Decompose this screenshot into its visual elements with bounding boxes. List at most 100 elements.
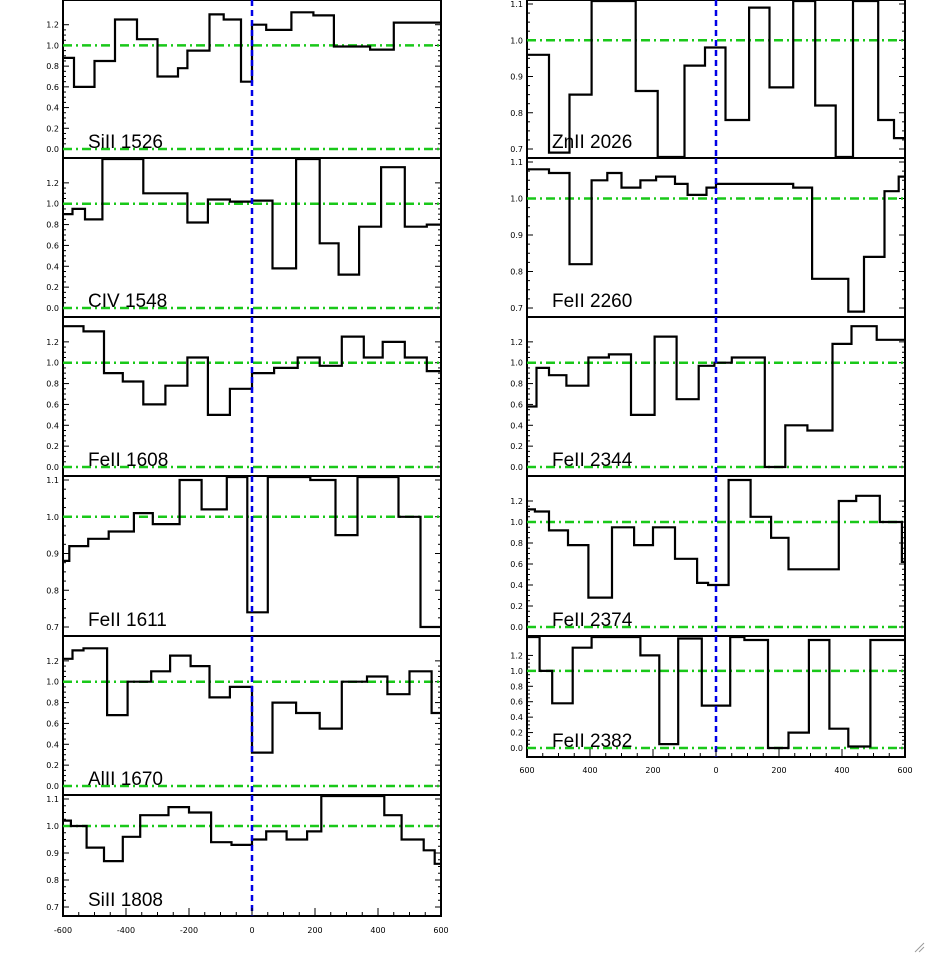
y-tick-label: 0.8	[46, 380, 59, 389]
y-tick-label: 0.2	[46, 761, 59, 770]
transition-label: FeII 2260	[552, 291, 632, 312]
x-tick-label: 600	[519, 766, 534, 775]
x-tick-label: 200	[645, 766, 660, 775]
x-tick-label: 400	[582, 766, 597, 775]
y-tick-label: 1.0	[510, 36, 523, 45]
spectrum-trace	[63, 11, 441, 88]
y-tick-label: 0.2	[46, 283, 59, 292]
y-tick-label: 0.0	[46, 782, 59, 791]
transition-label: AlII 1670	[88, 769, 163, 790]
y-tick-label: 0.2	[46, 442, 59, 451]
x-tick-label: -200	[180, 926, 198, 935]
y-tick-label: 1.2	[46, 21, 59, 30]
y-tick-label: 0.6	[510, 400, 523, 409]
y-tick-label: 1.1	[510, 158, 523, 167]
y-tick-label: 1.0	[510, 667, 523, 676]
y-tick-label: 1.0	[510, 518, 523, 527]
y-tick-label: 1.0	[46, 41, 59, 50]
x-tick-label: 600	[433, 926, 448, 935]
y-tick-label: 0.6	[46, 83, 59, 92]
y-tick-label: 0.2	[46, 124, 59, 133]
y-tick-label: 0.2	[510, 729, 523, 738]
spectrum-trace	[63, 795, 441, 865]
spectrum-panel: 0.0 0.2 0.4 0.6 0.8 1.0 1.2 CIV 1548	[46, 157, 442, 318]
y-tick-label: 0.6	[46, 719, 59, 728]
y-tick-label: 0.0	[46, 145, 59, 154]
y-tick-label: 1.2	[510, 651, 523, 660]
x-tick-label: 600	[897, 766, 912, 775]
spectrum-panel: 0.7 0.8 0.9 1.0 1.1 ZnII 2026	[510, 0, 906, 159]
y-tick-label: 1.0	[510, 359, 523, 368]
y-tick-label: 1.0	[46, 200, 59, 209]
spectrum-trace	[63, 158, 441, 276]
y-tick-label: 1.1	[46, 795, 59, 804]
y-tick-label: 0.8	[510, 539, 523, 548]
y-tick-label: 0.8	[510, 109, 523, 118]
spectrum-panel: 0.0 0.2 0.4 0.6 0.8 1.0 1.2 FeII 2344	[510, 316, 906, 477]
y-tick-label: 0.2	[510, 442, 523, 451]
y-tick-label: 0.0	[46, 304, 59, 313]
spectrum-trace	[527, 325, 905, 469]
y-tick-label: 0.4	[46, 421, 59, 430]
transition-label: FeII 1608	[88, 450, 168, 471]
x-tick-label: 400	[834, 766, 849, 775]
transition-label: ZnII 2026	[552, 132, 632, 153]
spectrum-trace	[527, 168, 905, 313]
y-tick-label: 0.4	[510, 713, 523, 722]
spectrum-panel: 0.0 0.2 0.4 0.6 0.8 1.0 1.2 FeII 1608	[46, 316, 442, 477]
transition-label: FeII 2344	[552, 450, 633, 471]
y-tick-label: 1.1	[46, 476, 59, 485]
x-axis: -600 -400 -200 0 200 400 600	[54, 908, 449, 935]
transition-label: FeII 2382	[552, 731, 632, 752]
spectrum-panel: 0.0 0.2 0.4 0.6 0.8 1.0 1.2 AlII 1670	[46, 635, 442, 796]
spectrum-panel: 0.0 0.2 0.4 0.6 0.8 1.0 1.2 FeII 2382	[510, 635, 906, 758]
spectrum-trace	[527, 0, 905, 158]
spectrum-trace	[527, 478, 905, 599]
y-tick-label: 0.6	[510, 560, 523, 569]
y-tick-label: 0.0	[46, 463, 59, 472]
y-tick-label: 1.2	[46, 179, 59, 188]
y-tick-label: 0.9	[46, 849, 59, 858]
y-tick-label: 0.0	[510, 463, 523, 472]
spectrum-panel: 0.0 0.2 0.4 0.6 0.8 1.0 1.2 FeII 2374	[510, 475, 906, 637]
y-tick-label: 0.9	[510, 231, 523, 240]
y-tick-label: 1.1	[510, 0, 523, 9]
y-tick-label: 0.9	[46, 550, 59, 559]
spectrum-panel: 0.7 0.8 0.9 1.0 1.1 FeII 1611	[46, 475, 442, 637]
y-tick-label: 0.8	[46, 699, 59, 708]
transition-label: FeII 1611	[88, 610, 167, 631]
x-tick-label: 0	[713, 766, 718, 775]
y-tick-label: 0.7	[46, 903, 59, 912]
y-tick-label: 0.4	[510, 421, 523, 430]
resize-grip-icon[interactable]	[913, 941, 925, 953]
x-tick-label: -400	[117, 926, 135, 935]
transition-label: SiII 1808	[88, 890, 163, 911]
y-tick-label: 0.8	[510, 682, 523, 691]
y-tick-label: 0.7	[510, 304, 523, 313]
y-tick-label: 0.9	[510, 73, 523, 82]
y-tick-label: 0.8	[46, 876, 59, 885]
y-tick-label: 1.0	[510, 195, 523, 204]
y-tick-label: 1.0	[46, 678, 59, 687]
y-tick-label: 1.0	[46, 359, 59, 368]
spectrum-panel: 0.7 0.8 0.9 1.0 1.1 FeII 2260	[510, 157, 906, 318]
y-tick-label: 0.7	[46, 623, 59, 632]
transition-label: FeII 2374	[552, 610, 633, 631]
x-tick-label: -600	[54, 926, 72, 935]
y-tick-label: 0.0	[510, 744, 523, 753]
y-tick-label: 0.4	[46, 104, 59, 113]
spectrum-trace	[63, 647, 441, 754]
y-tick-label: 0.8	[46, 221, 59, 230]
spectrum-panel: 0.7 0.8 0.9 1.0 1.1 SiII 1808	[46, 794, 442, 917]
x-tick-label: 400	[370, 926, 385, 935]
transition-label: SiII 1526	[88, 132, 163, 153]
y-tick-label: 0.2	[510, 602, 523, 611]
y-tick-label: 0.4	[46, 740, 59, 749]
y-tick-label: 0.6	[46, 400, 59, 409]
transition-label: CIV 1548	[88, 291, 167, 312]
spectrum-panel: 0.0 0.2 0.4 0.6 0.8 1.0 1.2 SiII 1526	[46, 0, 442, 159]
y-tick-label: 0.7	[510, 145, 523, 154]
y-tick-label: 1.2	[46, 657, 59, 666]
y-tick-label: 1.2	[510, 338, 523, 347]
